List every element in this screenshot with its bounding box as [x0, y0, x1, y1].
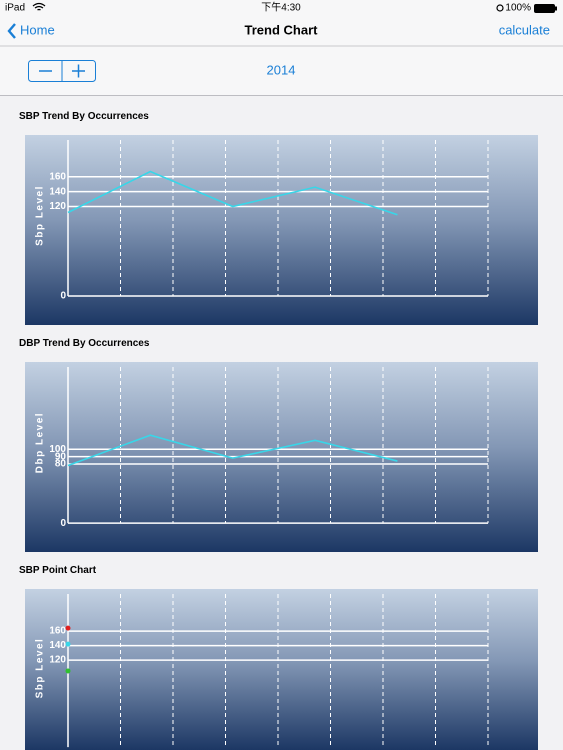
back-chevron[interactable] [7, 23, 16, 39]
back-button[interactable]: Home [20, 22, 55, 37]
y-axis-label: Dbp Level [35, 412, 46, 473]
point [65, 625, 71, 631]
y-tick-label: 0 [60, 518, 66, 529]
trend-line [67, 434, 398, 467]
y-tick-label: 80 [55, 459, 67, 470]
y-tick-label: 120 [49, 201, 66, 212]
y-tick-label: 90 [55, 451, 67, 462]
section-title: DBP Trend By Occurrences [19, 338, 150, 349]
y-tick-label: 100 [49, 444, 66, 455]
y-axis-label: Sbp Level [35, 638, 46, 699]
plus-icon[interactable] [72, 64, 85, 78]
nav-title: Trend Chart [245, 22, 319, 37]
y-tick-label: 120 [49, 655, 66, 666]
y-tick-label: 160 [49, 171, 66, 182]
year: 2014 [267, 62, 296, 77]
y-tick-label: 0 [60, 291, 66, 302]
calculate-button[interactable]: calculate [499, 22, 550, 37]
point [65, 641, 71, 647]
time: 下午4:30 [261, 1, 301, 14]
battery-icon [534, 4, 555, 13]
trend-line [67, 170, 398, 216]
chart-bg [25, 589, 538, 750]
section-title: SBP Point Chart [19, 565, 97, 576]
chart-bg [25, 135, 538, 325]
point [65, 668, 71, 674]
battery-text: 100% [505, 3, 531, 14]
device: iPad [5, 3, 25, 14]
alarm-icon [496, 4, 504, 12]
header-bg [0, 0, 563, 96]
battery-tip [555, 6, 557, 11]
y-tick-label: 140 [49, 186, 66, 197]
section-title: SBP Trend By Occurrences [19, 111, 149, 122]
y-axis-label: Sbp Level [35, 185, 46, 246]
wifi-icon [32, 2, 46, 11]
y-tick-label: 140 [49, 640, 66, 651]
y-tick-label: 160 [49, 626, 66, 637]
